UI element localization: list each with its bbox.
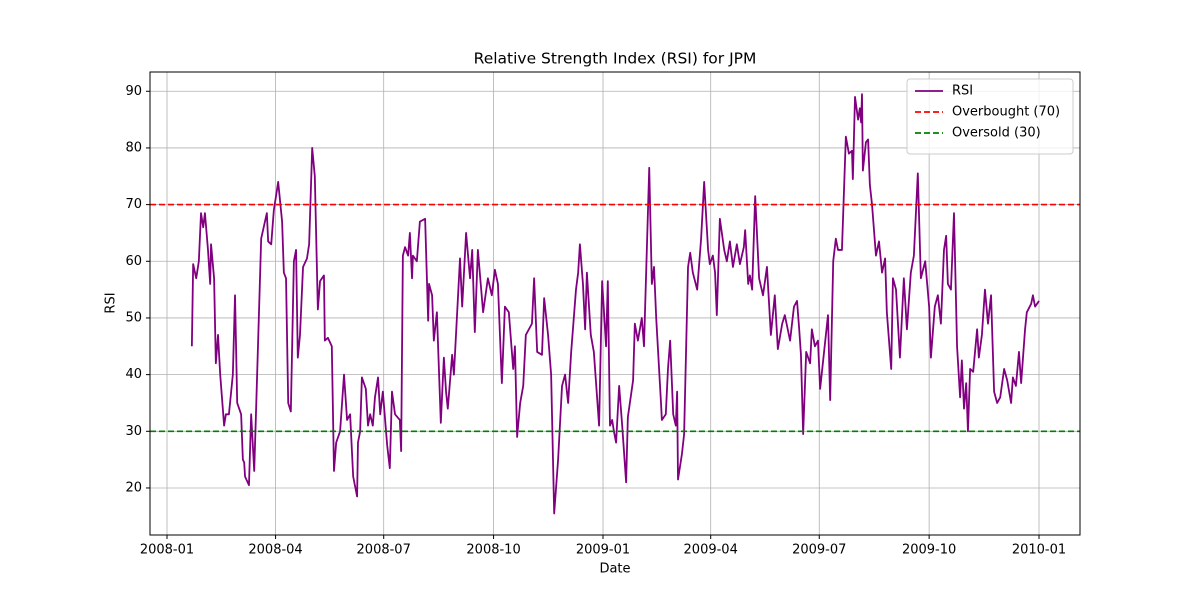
x-tick-label: 2008-04: [248, 543, 302, 558]
y-tick-label: 70: [125, 197, 142, 212]
y-tick-label: 40: [125, 367, 142, 382]
ticks: 20 30 40 50 60 70 80 90 2008-01 2008-04 2008-07 200…: [125, 84, 1066, 558]
y-tick-label: 50: [125, 310, 142, 325]
x-tick-label: 2010-01: [1012, 543, 1066, 558]
x-tick-label: 2008-01: [140, 543, 194, 558]
x-tick-label: 2008-07: [357, 543, 411, 558]
chart-title: Relative Strength Index (RSI) for JPM: [474, 50, 757, 68]
y-tick-label: 60: [125, 254, 142, 269]
y-tick-label: 20: [125, 480, 142, 495]
axes-frame: [149, 71, 1081, 536]
legend-box: [906, 78, 1074, 155]
x-tick-label: 2009-10: [902, 543, 956, 558]
x-tick-label: 2009-07: [792, 543, 846, 558]
x-tick-label: 2009-01: [576, 543, 630, 558]
plot-area: [150, 93, 1080, 515]
legend-label: Oversold (30): [952, 126, 1041, 141]
x-tick-label: 2009-04: [684, 543, 738, 558]
legend-label: Overbought (70): [952, 105, 1060, 120]
rsi-line: [190, 93, 1040, 515]
legend: RSI Overbought (70) Oversold (30): [906, 78, 1074, 155]
y-tick-label: 30: [125, 424, 142, 439]
x-axis-label: Date: [599, 562, 630, 577]
legend-label: RSI: [952, 84, 973, 99]
y-tick-label: 80: [125, 140, 142, 155]
y-tick-label: 90: [125, 84, 142, 99]
y-axis-label: RSI: [104, 292, 119, 313]
x-tick-label: 2008-10: [466, 543, 520, 558]
